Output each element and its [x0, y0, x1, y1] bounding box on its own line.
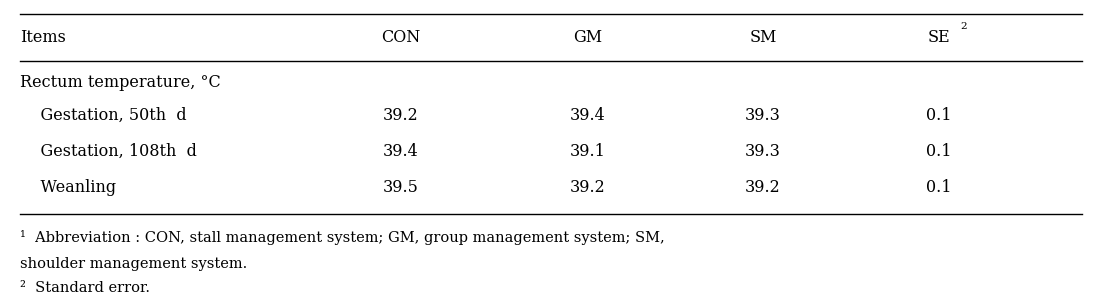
Text: CON: CON	[381, 29, 421, 46]
Text: ¹  Abbreviation : CON, stall management system; GM, group management system; SM,: ¹ Abbreviation : CON, stall management s…	[20, 230, 664, 245]
Text: SE: SE	[928, 29, 950, 46]
Text: SM: SM	[750, 29, 776, 46]
Text: Gestation, 108th  d: Gestation, 108th d	[20, 143, 197, 160]
Text: 39.4: 39.4	[383, 143, 418, 160]
Text: GM: GM	[573, 29, 602, 46]
Text: 39.3: 39.3	[746, 143, 781, 160]
Text: Rectum temperature, °C: Rectum temperature, °C	[20, 74, 221, 91]
Text: 39.1: 39.1	[570, 143, 605, 160]
Text: Items: Items	[20, 29, 66, 46]
Text: 39.5: 39.5	[383, 179, 418, 196]
Text: 0.1: 0.1	[926, 107, 952, 124]
Text: 0.1: 0.1	[926, 179, 952, 196]
Text: ²  Standard error.: ² Standard error.	[20, 281, 149, 295]
Text: Gestation, 50th  d: Gestation, 50th d	[20, 107, 187, 124]
Text: 39.4: 39.4	[570, 107, 605, 124]
Text: 39.2: 39.2	[383, 107, 418, 124]
Text: 39.2: 39.2	[746, 179, 781, 196]
Text: 39.2: 39.2	[570, 179, 605, 196]
Text: 0.1: 0.1	[926, 143, 952, 160]
Text: Weanling: Weanling	[20, 179, 116, 196]
Text: shoulder management system.: shoulder management system.	[20, 257, 247, 271]
Text: 2: 2	[961, 22, 967, 31]
Text: 39.3: 39.3	[746, 107, 781, 124]
